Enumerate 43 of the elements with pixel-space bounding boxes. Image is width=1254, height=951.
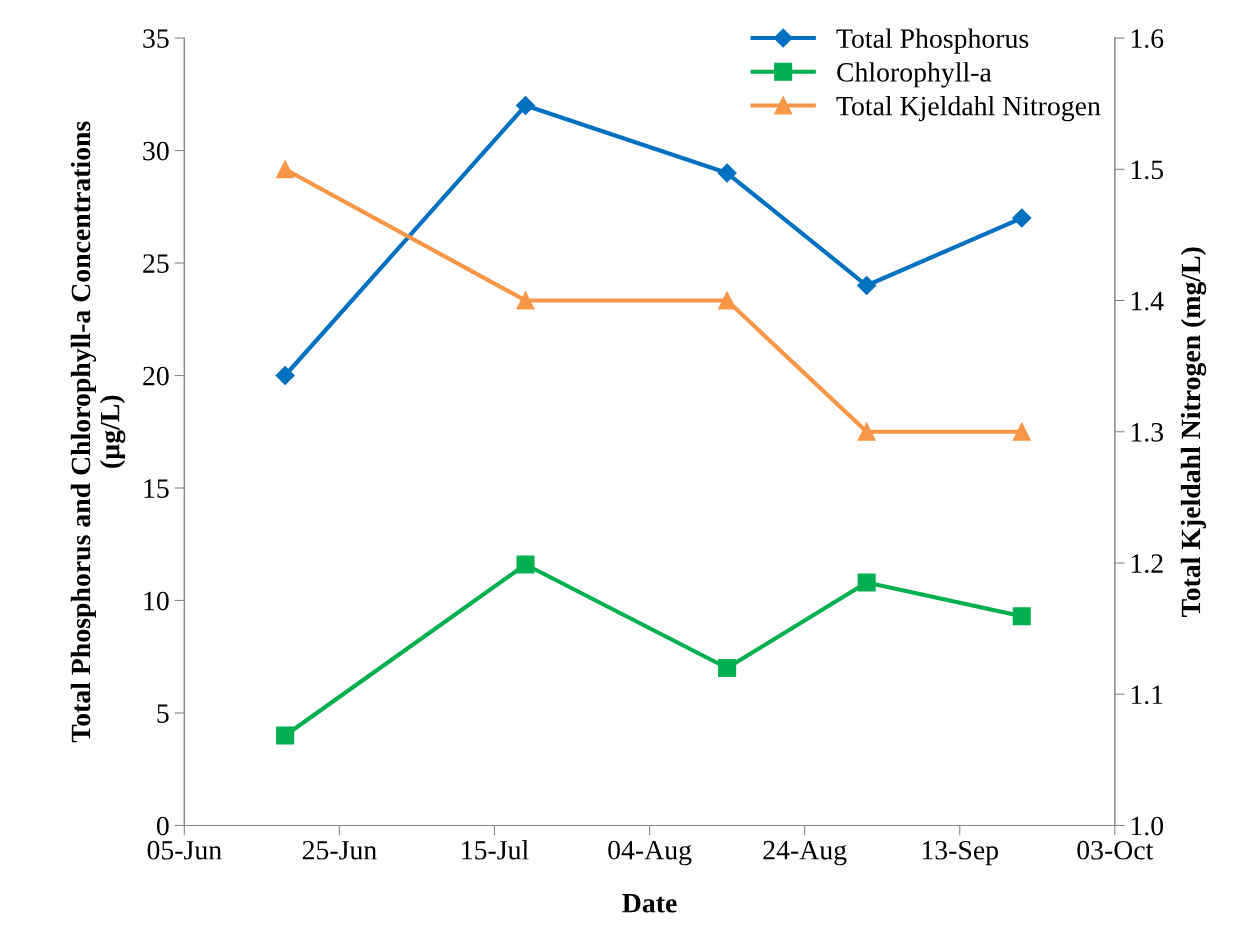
y2-tick-label: 1.0 [1131, 816, 1164, 836]
y2-tick-label: 1.5 [1131, 160, 1164, 180]
point [857, 422, 876, 441]
y-tick-label: 20 [143, 366, 169, 386]
legend-label: Total Phosphorus [836, 28, 1029, 54]
point [276, 160, 295, 179]
x-axis-title: Date [622, 894, 677, 913]
x-tick-label: 24-Aug [763, 840, 847, 866]
point [857, 275, 877, 296]
y-axis-title: Total Phosphorus and Chlorophyll-a Concentrations (µg/L) [70, 121, 126, 743]
y2-tick-label: 1.6 [1131, 29, 1164, 49]
y2-tick-label: 1.4 [1131, 291, 1164, 311]
y-tick-label: 35 [143, 29, 169, 48]
y-tick-label: 10 [144, 591, 169, 611]
y-tick-label: 25 [143, 254, 169, 273]
legend-label: Total Kjeldahl Nitrogen [836, 95, 1101, 122]
y2-tick-label: 1.1 [1131, 685, 1163, 705]
y2-tick-label: 1.3 [1131, 423, 1164, 442]
point [718, 291, 737, 310]
point [1012, 422, 1031, 441]
x-tick-label: 15-Jul [462, 840, 529, 860]
x-tick-label: 03-Oct [1077, 840, 1154, 860]
y2-tick-label: 1.2 [1131, 554, 1163, 574]
point [1012, 607, 1031, 626]
x-tick-label: 05-Jun [147, 840, 222, 860]
point [857, 573, 876, 592]
y2-axis-title: Total Kjeldahl Nitrogen (mg/L) [1180, 247, 1207, 617]
y-tick-label: 30 [143, 141, 169, 161]
point [1012, 208, 1032, 228]
point [515, 96, 536, 116]
point [275, 365, 295, 386]
y-tick-label: 5 [157, 704, 169, 723]
x-tick-label: 04-Aug [608, 840, 692, 866]
x-tick-label: 25-Jun [302, 840, 377, 860]
point [718, 658, 737, 678]
y-tick-label: 0 [156, 816, 169, 836]
legend-label: Chlorophyll-a [837, 62, 992, 88]
point [516, 555, 535, 574]
point [516, 291, 535, 310]
point [717, 163, 737, 183]
y-tick-label: 15 [144, 479, 169, 498]
point [276, 726, 295, 745]
x-tick-label: 13-Sep [922, 840, 998, 866]
